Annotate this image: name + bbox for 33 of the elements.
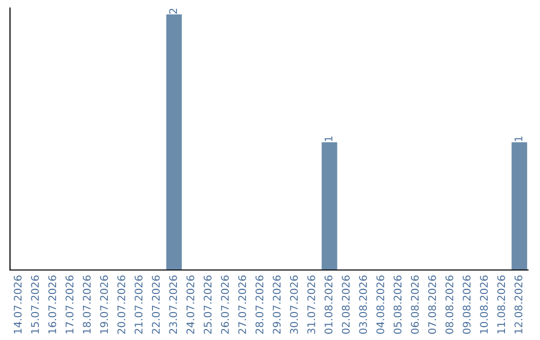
x-tick-label: 19.07.2026 — [100, 276, 108, 334]
x-tick-label: 28.07.2026 — [256, 276, 264, 334]
data-label: 1 — [514, 136, 522, 142]
x-tick-label: 16.07.2026 — [48, 276, 56, 334]
x-tick-label: 27.07.2026 — [238, 276, 246, 334]
x-tick-label: 01.08.2026 — [324, 276, 332, 334]
x-tick-label: 08.08.2026 — [445, 276, 454, 334]
x-tick-label: 18.07.2026 — [82, 276, 91, 334]
x-tick-label: 07.08.2026 — [428, 276, 436, 334]
x-tick-label: 24.07.2026 — [186, 276, 194, 334]
x-tick-label: 29.07.2026 — [272, 276, 281, 334]
x-tick-label: 25.07.2026 — [204, 276, 212, 334]
x-tick-label: 22.07.2026 — [152, 276, 160, 334]
x-tick-label: 05.08.2026 — [394, 276, 402, 334]
x-tick-label: 30.07.2026 — [290, 276, 298, 334]
x-tick-label: 02.08.2026 — [342, 276, 350, 334]
x-tick-label: 11.08.2026 — [497, 276, 506, 334]
x-tick-label: 12.08.2026 — [514, 276, 522, 334]
x-tick-label: 15.07.2026 — [31, 276, 39, 334]
x-tick-label: 21.07.2026 — [134, 276, 143, 334]
x-tick-label: 14.07.2026 — [14, 276, 22, 334]
x-tick-label: 06.08.2026 — [410, 276, 419, 334]
x-tick-label: 17.07.2026 — [66, 276, 74, 334]
x-tick-label: 09.08.2026 — [462, 276, 471, 334]
data-label: 1 — [324, 136, 332, 142]
x-tick-label: 03.08.2026 — [359, 276, 367, 334]
x-tick-label: 20.07.2026 — [117, 276, 126, 334]
data-label: 2 — [169, 8, 177, 14]
x-tick-label: 31.07.2026 — [307, 276, 316, 334]
x-tick-label: 04.08.2026 — [376, 276, 384, 334]
x-tick-label: 10.08.2026 — [480, 276, 488, 334]
x-tick-label: 23.07.2026 — [169, 276, 178, 334]
x-tick-label: 26.07.2026 — [220, 276, 229, 334]
